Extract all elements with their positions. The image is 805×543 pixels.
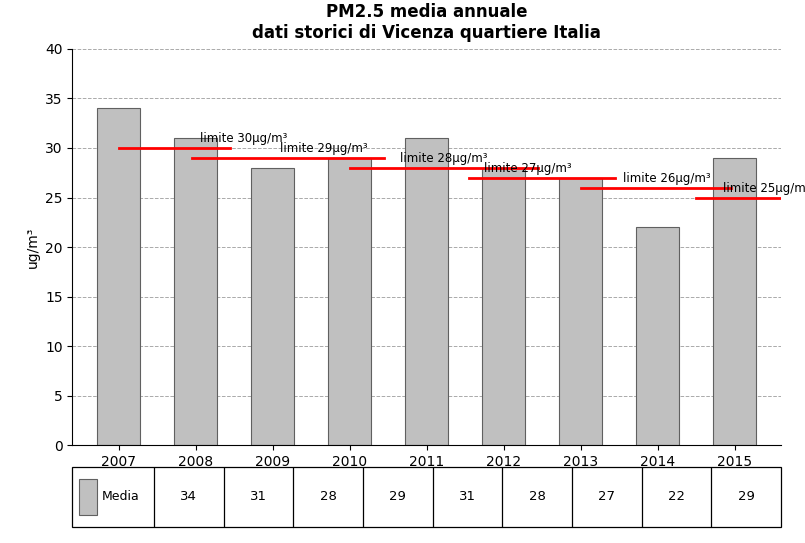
Bar [328,158,371,445]
Text: 29: 29 [390,490,407,503]
Text: limite 28μg/m³: limite 28μg/m³ [400,152,487,165]
FancyBboxPatch shape [72,467,781,527]
Text: 28: 28 [320,490,336,503]
Text: 31: 31 [459,490,476,503]
Text: 28: 28 [529,490,546,503]
Text: limite 26μg/m³: limite 26μg/m³ [623,172,711,185]
Bar [79,479,97,515]
Text: 31: 31 [250,490,267,503]
Text: 29: 29 [737,490,754,503]
Bar [406,138,448,445]
Text: 34: 34 [180,490,197,503]
Text: limite 29μg/m³: limite 29μg/m³ [280,142,368,155]
Text: limite 25μg/m³: limite 25μg/m³ [723,181,805,194]
Text: Media: Media [101,490,139,503]
Bar [713,158,756,445]
Title: PM2.5 media annuale
dati storici di Vicenza quartiere Italia: PM2.5 media annuale dati storici di Vice… [252,3,601,42]
Y-axis label: ug/m³: ug/m³ [26,226,39,268]
Bar [637,228,679,445]
Bar [251,168,294,445]
Bar [482,168,525,445]
Bar [559,178,602,445]
Text: limite 27μg/m³: limite 27μg/m³ [485,162,572,175]
Text: limite 30μg/m³: limite 30μg/m³ [200,132,287,145]
Bar [97,109,140,445]
Text: 22: 22 [668,490,685,503]
Bar [175,138,217,445]
Text: 27: 27 [598,490,615,503]
